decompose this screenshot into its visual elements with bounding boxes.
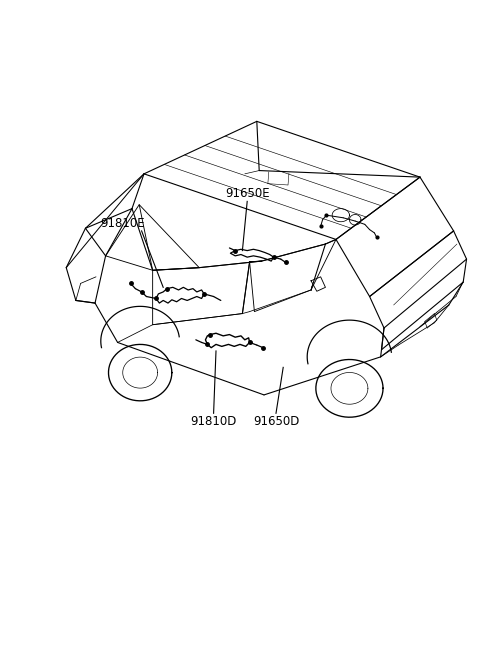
Text: 91650D: 91650D — [253, 415, 299, 428]
Text: 91650E: 91650E — [225, 187, 269, 200]
Text: 91810E: 91810E — [100, 216, 144, 230]
Text: 91810D: 91810D — [191, 415, 237, 428]
